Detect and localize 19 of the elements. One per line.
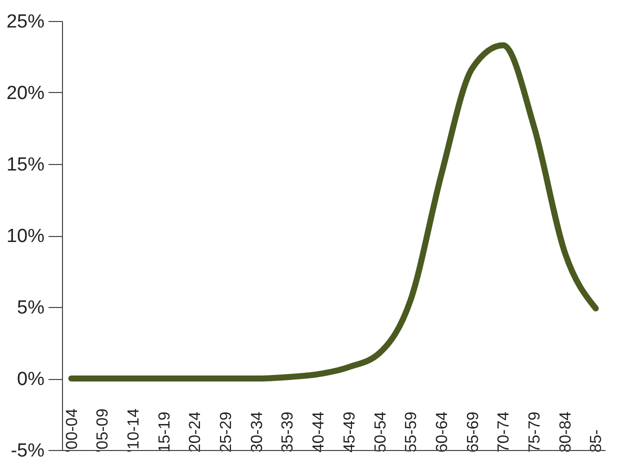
y-tick-label: 15%	[6, 154, 45, 176]
y-tick-label: 25%	[6, 12, 45, 32]
x-tick-label: 20-24	[187, 411, 204, 452]
x-tick-label: 45-49	[341, 411, 358, 452]
x-tick-label: 75-79	[526, 411, 544, 452]
y-tick-label: 10%	[6, 226, 45, 247]
x-tick-label: 40-44	[310, 411, 328, 452]
y-tick-label: -5%	[10, 440, 45, 462]
x-tick-label: 70-74	[496, 411, 513, 452]
x-tick-label: 25-29	[218, 411, 236, 452]
x-tick-label: '00-04	[64, 408, 81, 452]
x-tick-label: 35-39	[280, 411, 297, 452]
x-tick-label: 15-19	[156, 411, 174, 452]
x-tick-label: 30-34	[248, 411, 266, 452]
y-tick-label: 5%	[17, 298, 45, 318]
x-tick-label: '05-09	[94, 408, 112, 452]
y-tick-label: 0%	[17, 369, 45, 390]
y-tick-label: 20%	[6, 83, 45, 104]
x-tick-label: '10-14	[125, 408, 142, 452]
